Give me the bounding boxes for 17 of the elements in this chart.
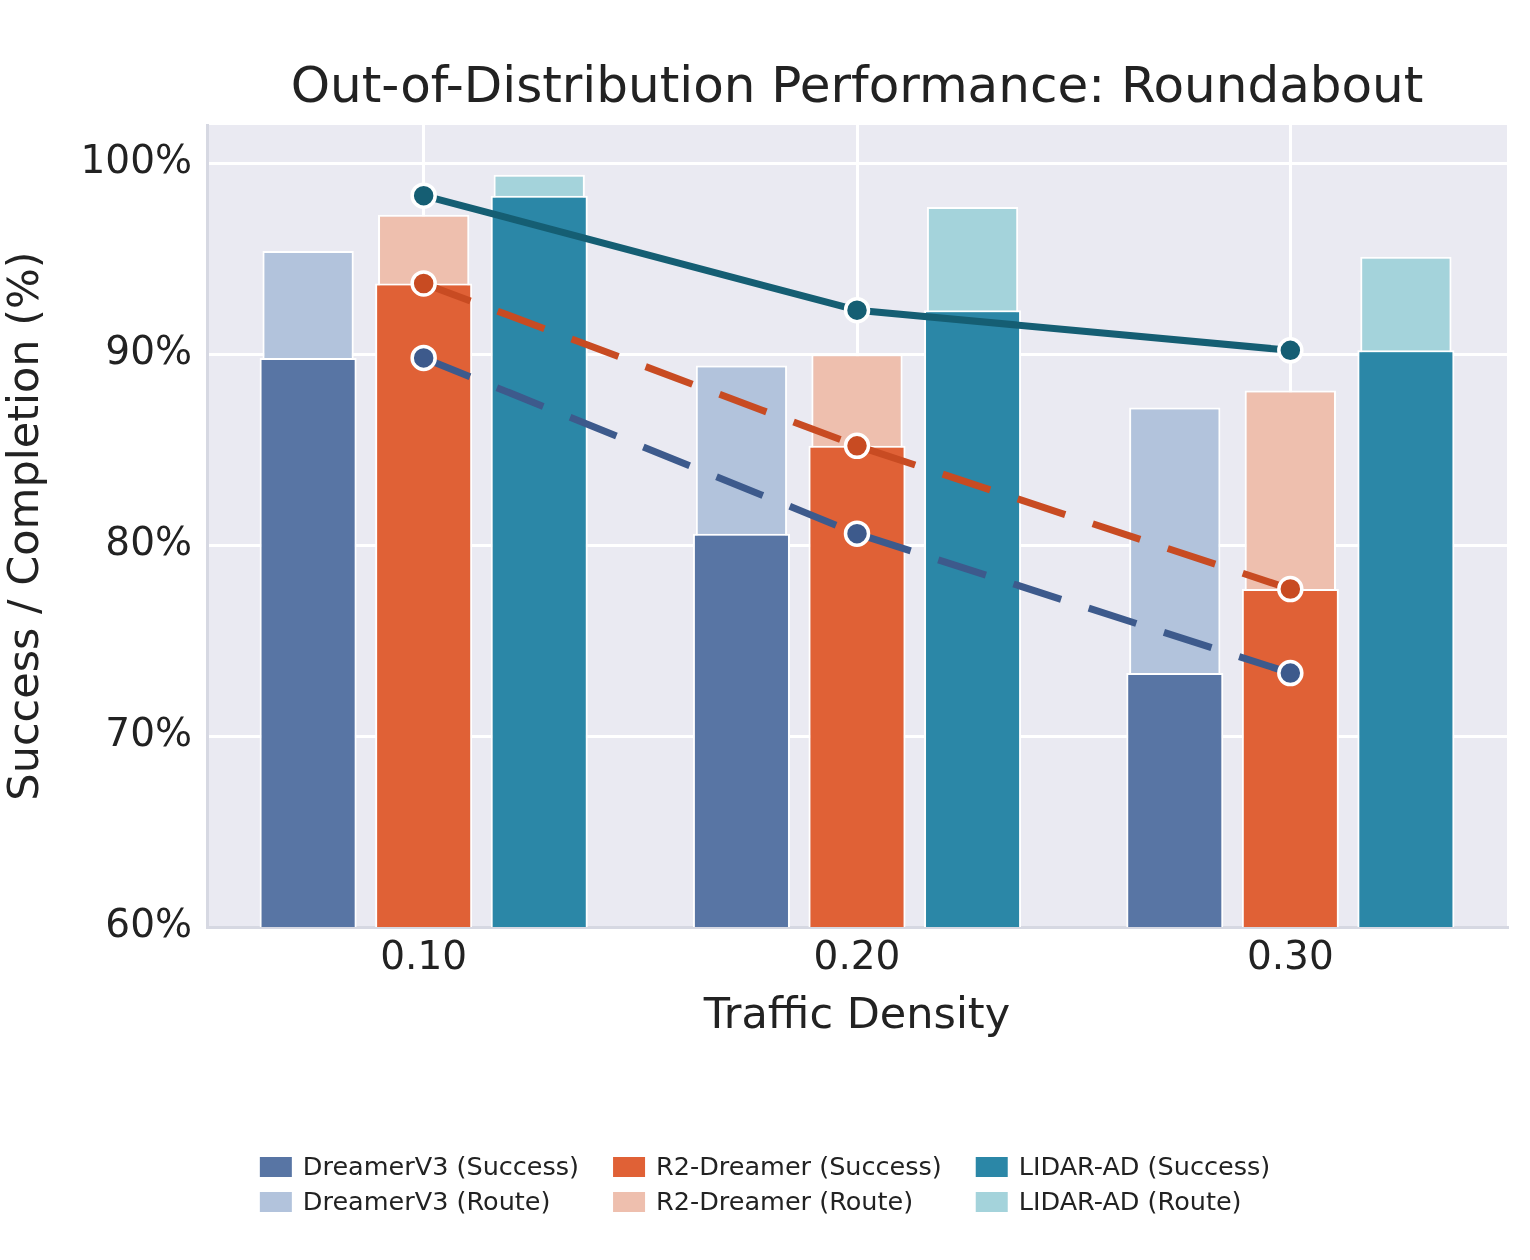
legend-label: DreamerV3 (Route) bbox=[302, 1185, 551, 1216]
x-tick-label: 0.20 bbox=[813, 932, 901, 978]
y-tick-label: 100% bbox=[80, 137, 192, 183]
x-tick-label: 0.10 bbox=[380, 932, 468, 978]
legend-label: R2-Dreamer (Success) bbox=[656, 1150, 942, 1181]
legend-label: DreamerV3 (Success) bbox=[302, 1150, 580, 1181]
y-tick-label: 60% bbox=[105, 901, 192, 947]
legend-label: R2-Dreamer (Route) bbox=[656, 1185, 914, 1216]
x-tick-label: 0.30 bbox=[1246, 932, 1334, 978]
chart-title: Out-of-Distribution Performance: Roundabout bbox=[290, 55, 1424, 114]
y-tick-label: 80% bbox=[105, 519, 192, 565]
legend-label: LIDAR-AD (Success) bbox=[1018, 1150, 1271, 1181]
y-axis-title: Success / Completion (%) bbox=[0, 251, 48, 801]
y-tick-label: 70% bbox=[105, 710, 192, 756]
y-tick-label: 90% bbox=[105, 328, 192, 374]
legend-label: LIDAR-AD (Route) bbox=[1018, 1185, 1242, 1216]
x-axis-title: Traffic Density bbox=[702, 988, 1011, 1039]
